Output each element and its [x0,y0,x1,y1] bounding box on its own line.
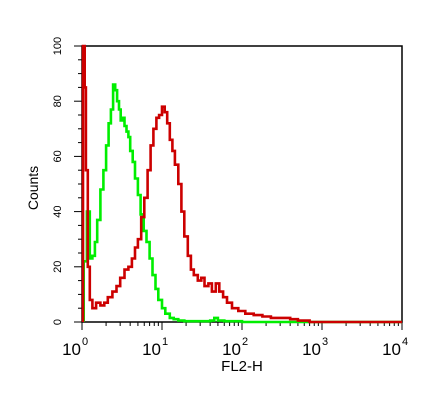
x-ticks: 10 0 10 1 10 2 10 3 10 4 [62,322,408,359]
x-tick-base: 10 [382,340,401,359]
x-tick-exponent: 4 [402,336,408,348]
x-axis-label: FL2-H [221,358,263,375]
x-tick-exponent: 0 [82,336,88,348]
y-tick-label: 100 [52,37,64,55]
x-tick-label: 10 4 [382,336,408,359]
y-axis-label: Counts [25,166,41,210]
y-tick-label: 80 [52,95,64,107]
series-group [81,44,402,324]
x-tick-exponent: 1 [162,336,168,348]
histogram-series-1 [82,83,402,324]
x-tick-label: 10 2 [222,336,248,359]
x-tick-base: 10 [62,340,81,359]
y-tick-label: 0 [52,319,64,325]
x-tick-label: 10 0 [62,336,88,359]
plot-frame [81,45,403,323]
x-tick-exponent: 3 [322,336,328,348]
x-tick-base: 10 [142,340,161,359]
x-tick-label: 10 1 [142,336,168,359]
x-tick-base: 10 [302,340,321,359]
y-tick-label: 20 [52,261,64,273]
x-tick-base: 10 [222,340,241,359]
x-tick-label: 10 3 [302,336,328,359]
histogram-series-2 [81,44,402,324]
y-tick-label: 40 [52,205,64,217]
y-ticks: 0 20 40 60 80 100 [52,37,82,325]
y-tick-label: 60 [52,150,64,162]
x-tick-exponent: 2 [242,336,248,348]
